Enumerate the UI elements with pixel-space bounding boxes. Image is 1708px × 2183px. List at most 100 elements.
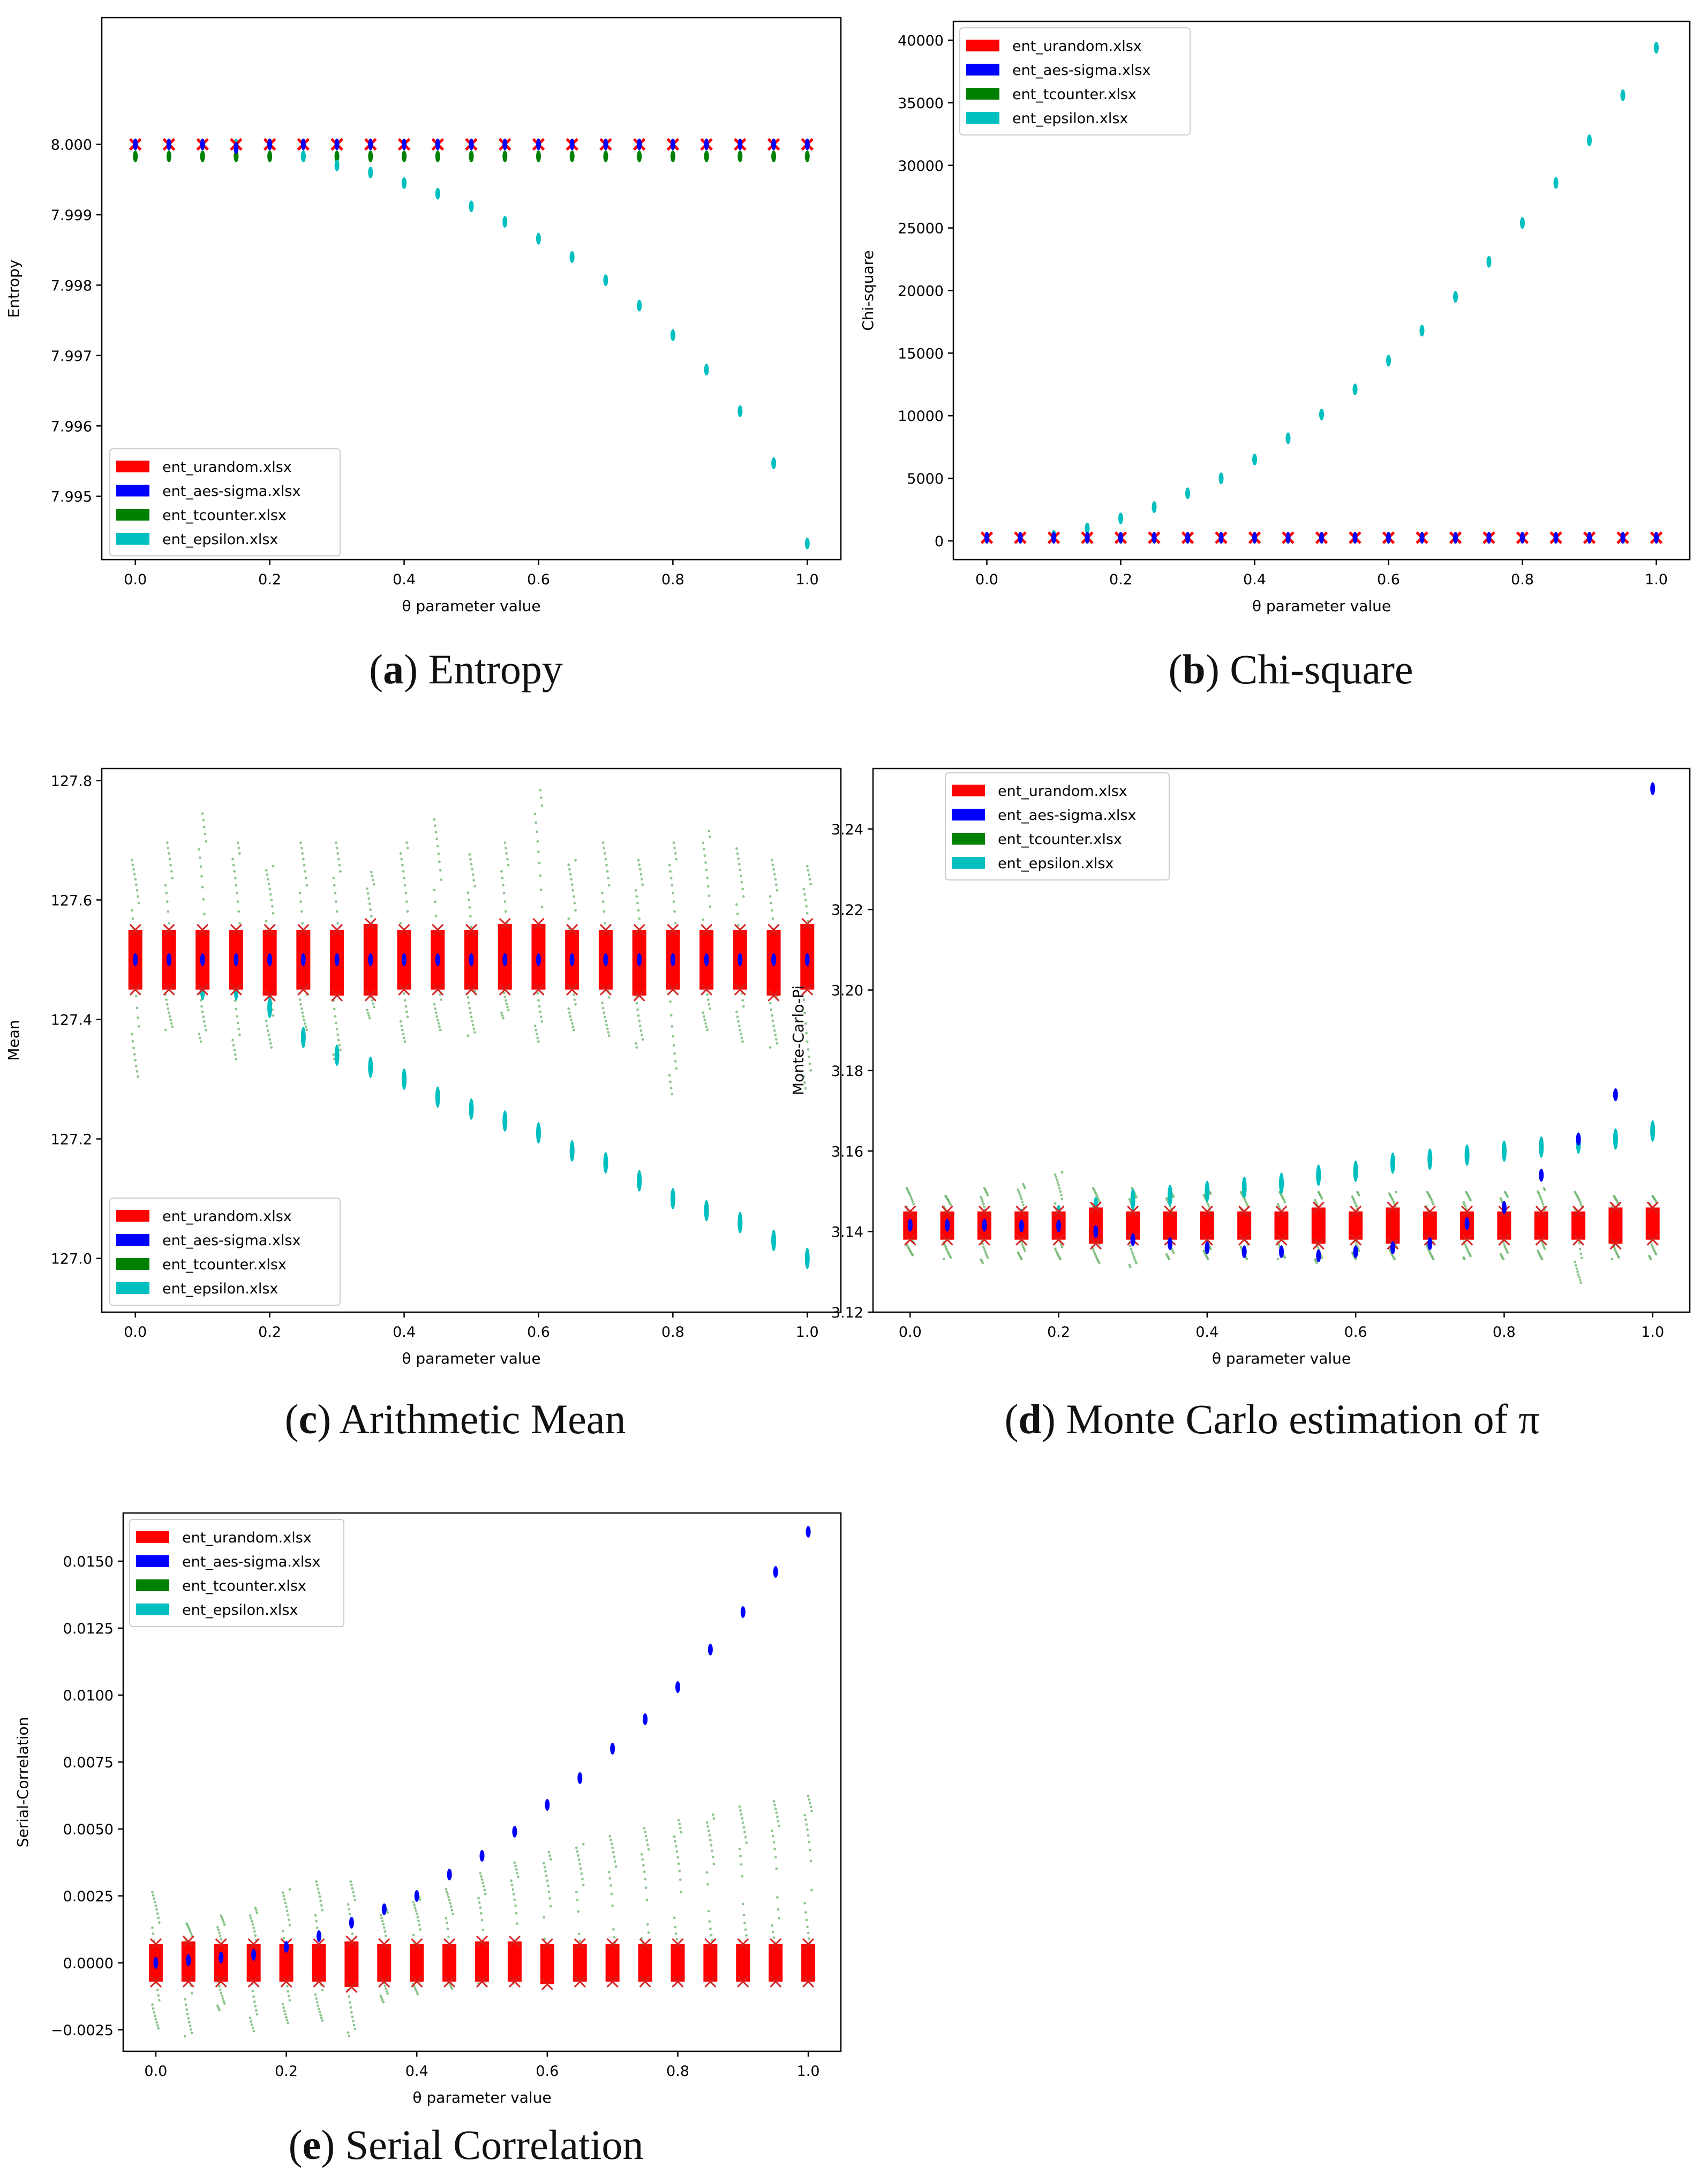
tcounter-point: [348, 1995, 350, 1998]
tcounter-point: [1462, 1256, 1465, 1259]
tcounter-point: [190, 1932, 193, 1934]
aes-sigma-point: [603, 953, 608, 966]
tcounter-point: [473, 885, 476, 888]
aes-sigma-point: [1654, 531, 1659, 544]
tcounter-point: [807, 1794, 810, 1797]
tcounter-point: [315, 1880, 318, 1883]
tcounter-point: [202, 818, 205, 822]
tcounter-point: [168, 1015, 171, 1018]
tcounter-point: [137, 1016, 139, 1019]
tcounter-point: [808, 1798, 811, 1801]
tcounter-point: [809, 1860, 812, 1863]
urandom-x-marker: [215, 1975, 227, 1988]
y-tick-label: 3.18: [831, 1063, 863, 1080]
tcounter-point: [770, 901, 773, 905]
caption-c: (c) Arithmetic Mean: [284, 1396, 626, 1442]
tcounter-point: [500, 870, 503, 873]
tcounter-point: [201, 812, 204, 815]
tcounter-point: [351, 2015, 354, 2019]
tcounter-point: [804, 1911, 807, 1914]
tcounter-point: [604, 1020, 607, 1023]
tcounter-point: [577, 1858, 581, 1861]
urandom-x-marker: [215, 1938, 227, 1951]
aes-sigma-point: [479, 1850, 485, 1862]
tcounter-point: [674, 1845, 678, 1848]
tcounter-point: [808, 1055, 810, 1058]
tcounter-point: [644, 1831, 646, 1834]
tcounter-point: [251, 1990, 254, 1992]
tcounter-point: [1021, 1200, 1024, 1203]
tcounter-point: [770, 1014, 773, 1017]
y-axis-label: Monte-Carlo-Pi: [789, 985, 807, 1095]
legend-box: [945, 772, 1170, 880]
tcounter-point: [638, 1025, 642, 1027]
urandom-x-marker: [247, 1938, 260, 1951]
tcounter-point: [547, 1890, 551, 1893]
tcounter-point: [1019, 1256, 1022, 1259]
tcounter-point: [1650, 1243, 1653, 1246]
tcounter-point: [535, 830, 538, 833]
tcounter-point: [288, 1924, 291, 1926]
epsilon-point: [569, 251, 575, 263]
tcounter-point: [439, 1028, 442, 1032]
tcounter-point: [1579, 1252, 1583, 1255]
tcounter-point: [501, 877, 504, 879]
tcounter-point: [1611, 1205, 1614, 1208]
tcounter-point: [706, 876, 709, 879]
tcounter-point: [335, 846, 338, 849]
tcounter-point: [601, 900, 605, 903]
tcounter-point: [670, 150, 675, 162]
tcounter-point: [1314, 1260, 1318, 1263]
tcounter-point: [452, 1913, 454, 1916]
y-tick-label: 127.6: [51, 892, 92, 909]
tcounter-point: [1543, 1245, 1545, 1248]
tcounter-point: [738, 863, 741, 865]
urandom-x-marker: [345, 1935, 358, 1948]
epsilon-point: [1285, 432, 1291, 445]
aes-sigma-point: [738, 953, 743, 966]
tcounter-point: [232, 1044, 235, 1047]
urandom-range-bar: [605, 1944, 620, 1982]
legend-swatch: [116, 1258, 149, 1270]
tcounter-point: [735, 847, 738, 850]
urandom-x-marker: [230, 983, 242, 996]
aes-sigma-point: [670, 953, 675, 966]
tcounter-point: [1060, 1245, 1064, 1248]
tcounter-point: [231, 857, 234, 861]
tcounter-point: [908, 1192, 911, 1195]
tcounter-point: [986, 1256, 989, 1259]
epsilon-point: [334, 1044, 340, 1066]
tcounter-point: [669, 870, 672, 873]
y-tick-label: 7.999: [51, 207, 92, 224]
urandom-x-marker: [1535, 1205, 1547, 1218]
y-axis-label: Serial-Correlation: [14, 1717, 32, 1848]
tcounter-point: [740, 1033, 742, 1036]
aes-sigma-point: [1390, 1241, 1395, 1254]
tcounter-point: [1059, 1258, 1062, 1261]
tcounter-point: [708, 1834, 711, 1837]
tcounter-point: [1465, 1245, 1468, 1248]
x-tick-label: 0.8: [666, 2063, 689, 2080]
tcounter-point: [153, 1897, 156, 1900]
tcounter-point: [613, 1936, 616, 1939]
tcounter-point: [415, 1912, 418, 1915]
tcounter-point: [385, 1934, 387, 1938]
y-tick-label: 3.12: [831, 1305, 863, 1321]
tcounter-point: [983, 1205, 986, 1208]
tcounter-point: [506, 857, 509, 861]
tcounter-point: [642, 1864, 645, 1867]
tcounter-point: [810, 1888, 813, 1892]
tcounter-point: [637, 1014, 640, 1017]
tcounter-point: [803, 1011, 806, 1014]
tcounter-point: [776, 1896, 779, 1899]
tcounter-point: [134, 878, 137, 881]
tcounter-point: [582, 1842, 585, 1846]
tcounter-point: [808, 1062, 811, 1065]
tcounter-point: [1356, 1191, 1359, 1194]
tcounter-point: [1245, 1202, 1248, 1206]
tcounter-point: [549, 1905, 552, 1908]
tcounter-point: [1206, 1256, 1209, 1259]
tcounter-point: [1431, 1256, 1434, 1259]
tcounter-point: [200, 875, 203, 878]
tcounter-point: [415, 1909, 417, 1912]
